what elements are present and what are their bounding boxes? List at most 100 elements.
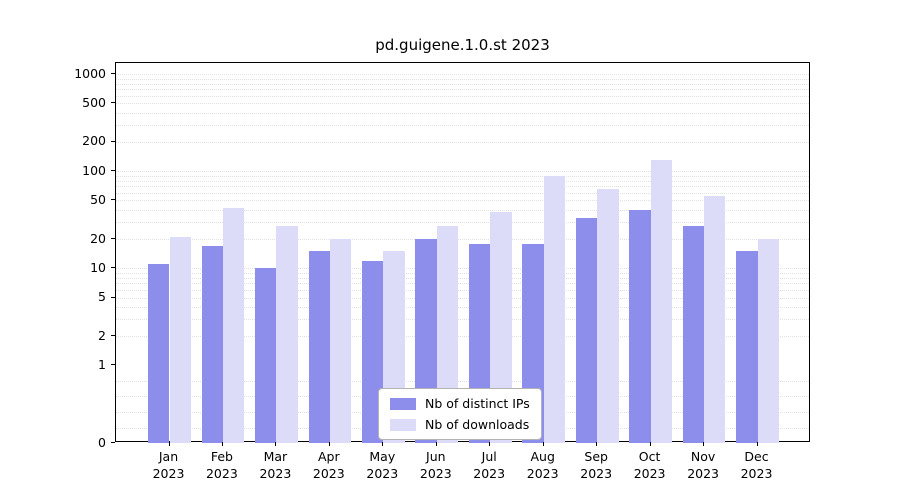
y-tick-label-10: 10 xyxy=(90,259,106,275)
bar-nb-of-downloads-nov-2023 xyxy=(704,196,726,443)
gridline xyxy=(116,180,809,182)
y-tick-mark xyxy=(111,296,115,298)
x-tick-label-jun-2023: Jun 2023 xyxy=(419,449,452,481)
gridline xyxy=(116,239,809,240)
bar-nb-of-downloads-jul-2023 xyxy=(490,211,512,443)
legend-swatch-nb-of-downloads xyxy=(390,418,416,431)
x-tick-mark xyxy=(435,442,437,446)
gridline xyxy=(116,171,809,173)
x-tick-mark xyxy=(703,442,705,446)
gridline xyxy=(116,209,809,211)
y-tick-mark xyxy=(111,140,115,142)
gridline xyxy=(116,289,809,291)
y-tick-label-5: 5 xyxy=(98,289,106,304)
bar-nb-of-downloads-mar-2023 xyxy=(276,226,298,443)
gridline xyxy=(116,297,809,299)
x-tick-mark xyxy=(221,442,223,446)
x-tick-mark xyxy=(596,442,598,446)
gridline xyxy=(116,221,809,223)
x-tick-mark xyxy=(328,442,330,446)
gridline xyxy=(116,124,809,126)
legend-swatch-nb-of-distinct-ips xyxy=(390,397,416,410)
bar-nb-of-distinct-ips-dec-2023 xyxy=(736,251,758,443)
legend-label-nb-of-distinct-ips: Nb of distinct IPs xyxy=(425,396,530,411)
bar-nb-of-distinct-ips-nov-2023 xyxy=(682,226,705,443)
y-tick-label-200: 200 xyxy=(82,133,106,149)
gridline xyxy=(116,83,809,85)
y-tick-mark xyxy=(111,335,115,337)
bar-nb-of-distinct-ips-apr-2023 xyxy=(308,251,330,443)
x-tick-mark xyxy=(649,442,651,446)
y-tick-mark xyxy=(111,102,115,104)
gridline xyxy=(116,200,809,202)
x-tick-mark xyxy=(489,442,491,446)
plot-area xyxy=(115,62,810,443)
x-tick-mark xyxy=(168,442,170,446)
y-tick-mark xyxy=(111,238,115,239)
x-tick-mark xyxy=(542,442,544,446)
y-tick-label-100: 100 xyxy=(82,162,106,178)
y-tick-mark xyxy=(111,73,115,75)
bar-nb-of-downloads-feb-2023 xyxy=(222,207,245,443)
y-tick-mark xyxy=(111,442,115,443)
gridline xyxy=(116,112,809,114)
y-tick-mark xyxy=(111,364,115,366)
bar-nb-of-distinct-ips-oct-2023 xyxy=(629,209,651,443)
legend-entry-nb-of-downloads: Nb of downloads xyxy=(390,417,530,432)
gridline xyxy=(116,78,809,80)
bar-nb-of-downloads-dec-2023 xyxy=(757,239,779,443)
x-tick-label-feb-2023: Feb 2023 xyxy=(205,449,238,481)
gridline xyxy=(116,175,809,177)
x-tick-label-jul-2023: Jul 2023 xyxy=(473,449,506,481)
y-tick-label-2: 2 xyxy=(98,327,106,343)
gridline xyxy=(116,186,809,188)
legend-entry-nb-of-distinct-ips: Nb of distinct IPs xyxy=(390,396,530,411)
gridline xyxy=(116,74,809,76)
gridline xyxy=(116,272,809,274)
y-tick-label-1000: 1000 xyxy=(74,65,106,81)
gridline xyxy=(116,103,809,105)
y-tick-label-1: 1 xyxy=(98,356,106,372)
gridline xyxy=(116,89,809,91)
legend-label-nb-of-downloads: Nb of downloads xyxy=(425,417,530,432)
gridline xyxy=(116,192,809,194)
gridline xyxy=(116,306,809,308)
x-tick-mark xyxy=(382,442,384,446)
gridline xyxy=(116,380,809,382)
gridline xyxy=(116,268,809,270)
x-tick-label-may-2023: May 2023 xyxy=(366,449,399,481)
y-tick-mark xyxy=(111,170,115,172)
bar-nb-of-distinct-ips-may-2023 xyxy=(361,260,384,443)
bar-nb-of-distinct-ips-sep-2023 xyxy=(575,217,598,443)
x-tick-mark xyxy=(756,442,758,446)
gridline xyxy=(116,141,809,143)
x-tick-label-sep-2023: Sep 2023 xyxy=(580,449,613,481)
bar-nb-of-downloads-sep-2023 xyxy=(597,189,619,443)
y-tick-label-0: 0 xyxy=(98,434,106,450)
y-tick-label-500: 500 xyxy=(82,94,106,110)
y-tick-mark xyxy=(111,267,115,269)
bar-nb-of-downloads-oct-2023 xyxy=(650,160,672,443)
chart-title: pd.guigene.1.0.st 2023 xyxy=(375,36,550,54)
legend: Nb of distinct IPs Nb of downloads xyxy=(378,388,542,440)
y-tick-label-20: 20 xyxy=(90,230,106,246)
x-tick-label-nov-2023: Nov 2023 xyxy=(687,449,719,481)
gridline xyxy=(116,283,809,285)
x-tick-label-aug-2023: Aug 2023 xyxy=(526,449,559,481)
gridline xyxy=(116,319,809,320)
bar-nb-of-downloads-apr-2023 xyxy=(329,239,352,443)
gridline xyxy=(116,95,809,97)
y-tick-mark xyxy=(111,199,115,201)
bar-nb-of-distinct-ips-jan-2023 xyxy=(148,264,170,443)
gridline xyxy=(116,277,809,279)
bar-nb-of-distinct-ips-feb-2023 xyxy=(201,245,223,443)
gridline xyxy=(116,336,809,338)
x-tick-label-apr-2023: Apr 2023 xyxy=(312,449,345,481)
x-tick-label-mar-2023: Mar 2023 xyxy=(259,449,292,481)
x-tick-label-dec-2023: Dec 2023 xyxy=(740,449,773,481)
x-tick-label-jan-2023: Jan 2023 xyxy=(152,449,185,481)
bar-nb-of-downloads-aug-2023 xyxy=(543,175,566,443)
bar-nb-of-distinct-ips-mar-2023 xyxy=(255,268,277,443)
x-tick-mark xyxy=(275,442,277,446)
